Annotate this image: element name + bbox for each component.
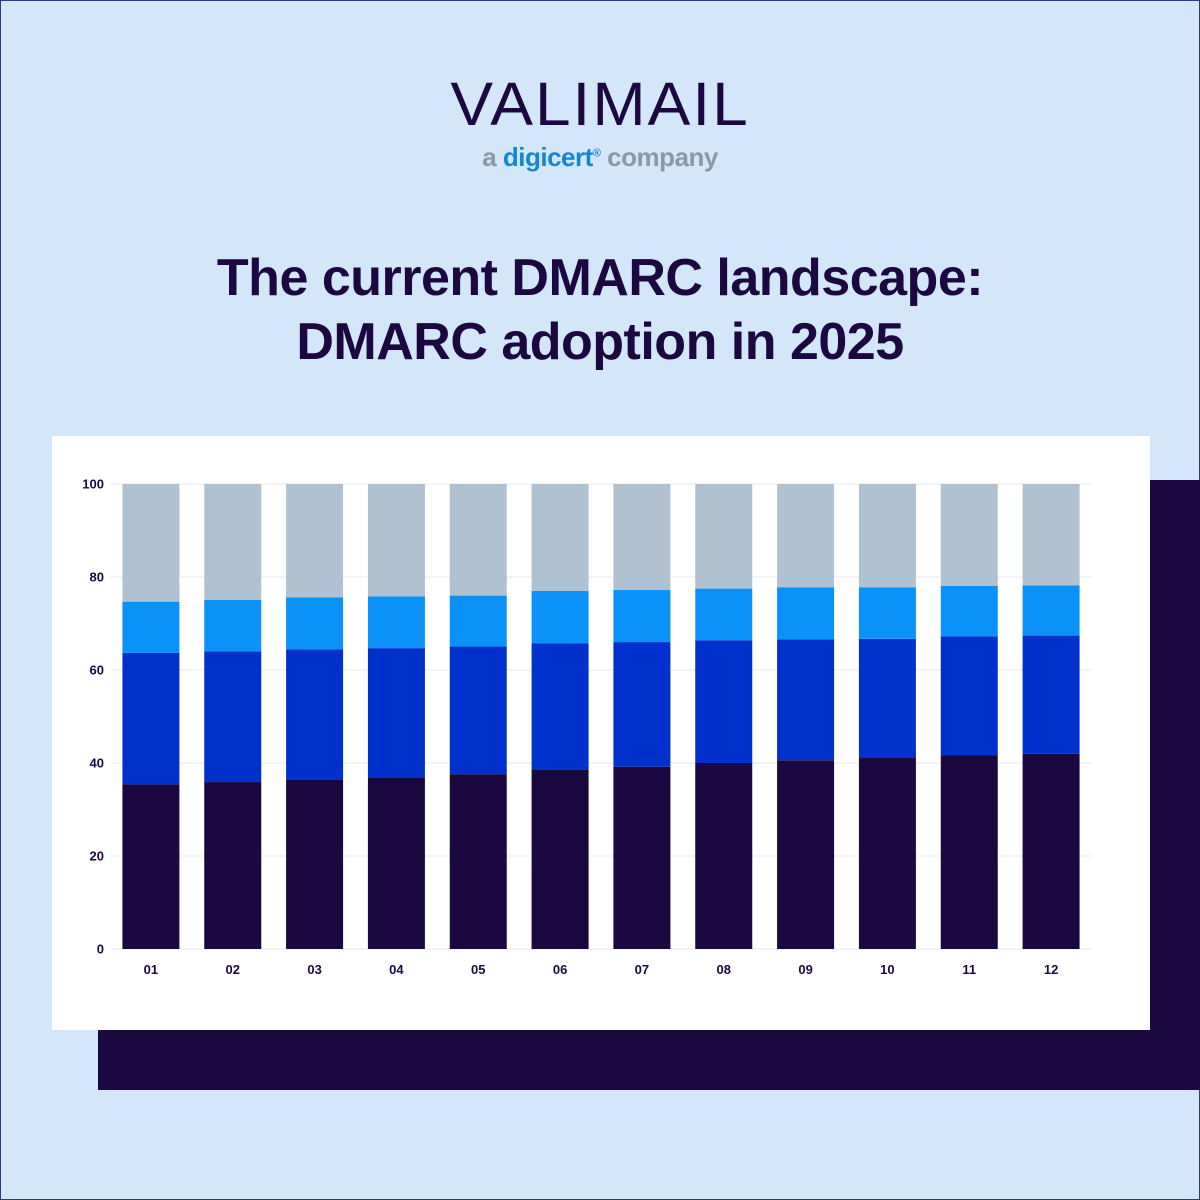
bar-12-segment-4 [1022, 484, 1080, 586]
bar-01-segment-1 [122, 784, 180, 949]
bar-04-segment-2 [367, 648, 425, 778]
tagline-prefix: a [482, 142, 497, 172]
x-tick-label: 11 [962, 962, 976, 977]
bar-03-segment-3 [286, 597, 344, 650]
x-tick-label: 08 [717, 962, 731, 977]
stacked-bar-chart: 0 20 40 60 80 100 01 02 03 04 05 06 07 08 09 10 11 12 [82, 477, 1092, 977]
bar-05-segment-1 [449, 774, 507, 949]
bar-10-segment-3 [858, 587, 916, 639]
bar-11-segment-3 [940, 585, 998, 637]
x-tick-label: 01 [144, 962, 158, 977]
y-tick-label: 60 [90, 663, 104, 678]
y-tick-label: 0 [97, 942, 104, 957]
brand-block: VALIMAIL a digicert® company [0, 72, 1200, 173]
bar-12-segment-2 [1022, 635, 1080, 754]
x-tick-label: 10 [880, 962, 894, 977]
bar-08-segment-3 [695, 588, 753, 641]
bar-12-segment-1 [1022, 753, 1080, 949]
bar-03-segment-2 [286, 649, 344, 780]
bar-10-segment-1 [858, 757, 916, 949]
bar-09-segment-3 [777, 587, 835, 640]
bar-06-segment-4 [531, 484, 589, 591]
bar-08-segment-4 [695, 484, 753, 589]
title-line-1: The current DMARC landscape: [216, 249, 984, 307]
bar-09-segment-2 [777, 639, 835, 761]
bar-02-segment-1 [204, 782, 262, 949]
bar-07-segment-3 [613, 590, 671, 643]
x-tick-label: 04 [389, 962, 404, 977]
bar-04-segment-3 [367, 596, 425, 649]
x-tick-label: 03 [307, 962, 321, 977]
bar-04-segment-4 [367, 484, 425, 597]
bar-07-segment-4 [613, 484, 671, 591]
bar-11-segment-1 [940, 755, 998, 949]
x-tick-label: 05 [471, 962, 485, 977]
bar-12-segment-3 [1022, 585, 1080, 636]
bar-03-segment-4 [286, 484, 344, 598]
bar-08-segment-2 [695, 640, 753, 763]
bar-02-segment-3 [204, 599, 262, 652]
x-tick-label: 12 [1044, 962, 1058, 977]
x-tick-label: 06 [553, 962, 567, 977]
x-tick-label: 09 [798, 962, 812, 977]
bar-11-segment-2 [940, 636, 998, 756]
bar-08-segment-1 [695, 763, 753, 949]
y-tick-label: 80 [90, 570, 104, 585]
bar-07-segment-2 [613, 642, 671, 767]
bar-05-segment-2 [449, 646, 507, 775]
bar-11-segment-4 [940, 484, 998, 586]
x-tick-label: 02 [226, 962, 240, 977]
page-title: The current DMARC landscape: DMARC adopt… [0, 246, 1200, 374]
bar-05-segment-4 [449, 484, 507, 596]
x-tick-label: 07 [635, 962, 649, 977]
bar-03-segment-1 [286, 779, 344, 949]
tagline-suffix: company [607, 142, 718, 172]
bar-01-segment-3 [122, 601, 180, 653]
title-line-2: DMARC adoption in 2025 [296, 313, 904, 371]
bar-02-segment-2 [204, 651, 262, 783]
y-tick-label: 20 [90, 849, 104, 864]
y-tick-label: 100 [82, 477, 104, 492]
bar-02-segment-4 [204, 484, 262, 600]
tagline-registered-mark: ® [592, 147, 601, 160]
bar-01-segment-4 [122, 484, 180, 602]
bar-10-segment-2 [858, 638, 916, 758]
bar-06-segment-3 [531, 590, 589, 644]
tagline: a digicert® company [0, 142, 1200, 173]
valimail-logo: VALIMAIL [450, 69, 750, 139]
bar-10-segment-4 [858, 484, 916, 588]
y-tick-label: 40 [90, 756, 104, 771]
bar-05-segment-3 [449, 595, 507, 647]
bar-01-segment-2 [122, 652, 180, 785]
chart-card: 0 20 40 60 80 100 01 02 03 04 05 06 07 08 09 10 11 12 [52, 436, 1150, 1030]
bar-06-segment-2 [531, 643, 589, 770]
bar-04-segment-1 [367, 777, 425, 949]
bar-06-segment-1 [531, 769, 589, 949]
bar-09-segment-1 [777, 760, 835, 949]
bar-09-segment-4 [777, 484, 835, 588]
tagline-brand: digicert [502, 142, 593, 172]
bar-07-segment-1 [613, 766, 671, 949]
